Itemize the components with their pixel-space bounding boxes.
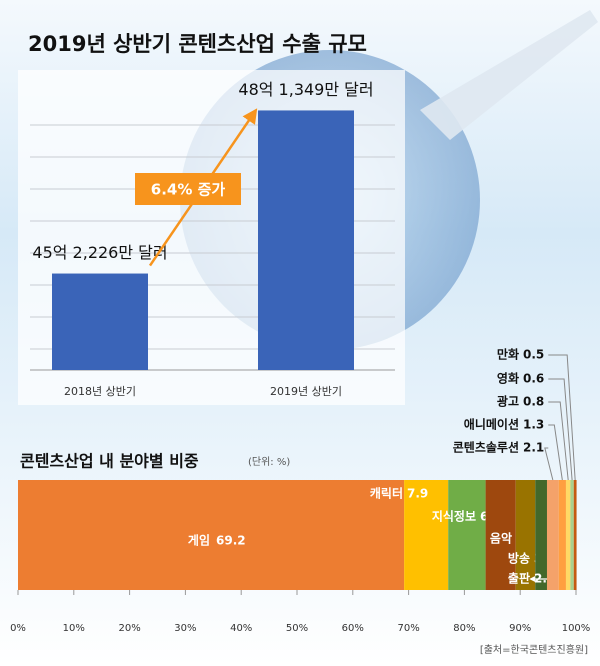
x-tick-label: 20%	[118, 623, 140, 634]
x-tick-label: 40%	[230, 623, 252, 634]
bar	[52, 273, 148, 370]
segment-name: 콘텐츠솔루션	[453, 440, 519, 455]
segment-name: 지식정보	[432, 509, 476, 524]
segment	[515, 480, 536, 590]
chart-title: 콘텐츠산업 내 분야별 비중	[20, 452, 199, 471]
value-label: 45억 2,226만 달러	[32, 243, 167, 262]
bar	[258, 110, 354, 370]
segment-name: 게임	[188, 534, 210, 548]
x-tick-label: 90%	[509, 623, 531, 634]
segment-name: 만화	[497, 347, 519, 362]
annotation-box	[135, 173, 241, 205]
value-label: 48억 1,349만 달러	[238, 80, 373, 99]
segment-name: 애니메이션	[464, 417, 519, 432]
segment	[558, 480, 566, 590]
x-tick-label: 50%	[286, 623, 308, 634]
x-tick-label: 2019년 상반기	[270, 385, 342, 398]
segment-name: 출판	[508, 571, 530, 586]
x-tick-label: 80%	[453, 623, 475, 634]
x-tick-label: 60%	[342, 623, 364, 634]
plane-decoration	[420, 10, 598, 140]
chart-subtitle: (단위: %)	[248, 455, 290, 468]
x-tick-label: 10%	[63, 623, 85, 634]
x-tick-label: 2018년 상반기	[64, 385, 136, 398]
segment-value: 0.8	[523, 395, 544, 409]
segment	[448, 480, 486, 590]
segment-name: 음악	[490, 531, 512, 546]
segment	[485, 480, 516, 590]
leader-line	[548, 424, 563, 481]
segment	[573, 480, 577, 590]
annotation: 6.4% 증가	[151, 181, 226, 199]
x-tick-label: 30%	[174, 623, 196, 634]
segment	[546, 480, 559, 590]
leader-line	[544, 447, 554, 481]
x-tick-label: 100%	[562, 623, 591, 634]
segment-value: 0.6	[523, 372, 544, 386]
leader-line	[548, 378, 573, 481]
segment	[570, 480, 574, 590]
segment-value: 1.3	[523, 418, 544, 432]
segment-value: 69.2	[216, 534, 246, 548]
segment	[535, 480, 547, 590]
segment-name: 광고	[497, 394, 519, 409]
x-tick-label: 70%	[397, 623, 419, 634]
segment-value: 2.1	[523, 441, 544, 455]
leader-line	[548, 401, 569, 481]
x-tick-label: 0%	[10, 623, 26, 634]
segment-name: 방송	[508, 551, 530, 566]
segment	[404, 480, 449, 590]
source: [출처=한국콘텐츠진흥원]	[480, 643, 588, 656]
chart-title: 2019년 상반기 콘텐츠산업 수출 규모	[28, 32, 367, 56]
segment-value: 0.5	[523, 348, 544, 362]
segment	[565, 480, 571, 590]
segment-value: 7.9	[407, 487, 428, 501]
segment-name: 캐릭터	[370, 486, 403, 501]
leader-line	[548, 354, 576, 481]
segment-name: 영화	[497, 371, 519, 386]
segment	[18, 480, 405, 590]
